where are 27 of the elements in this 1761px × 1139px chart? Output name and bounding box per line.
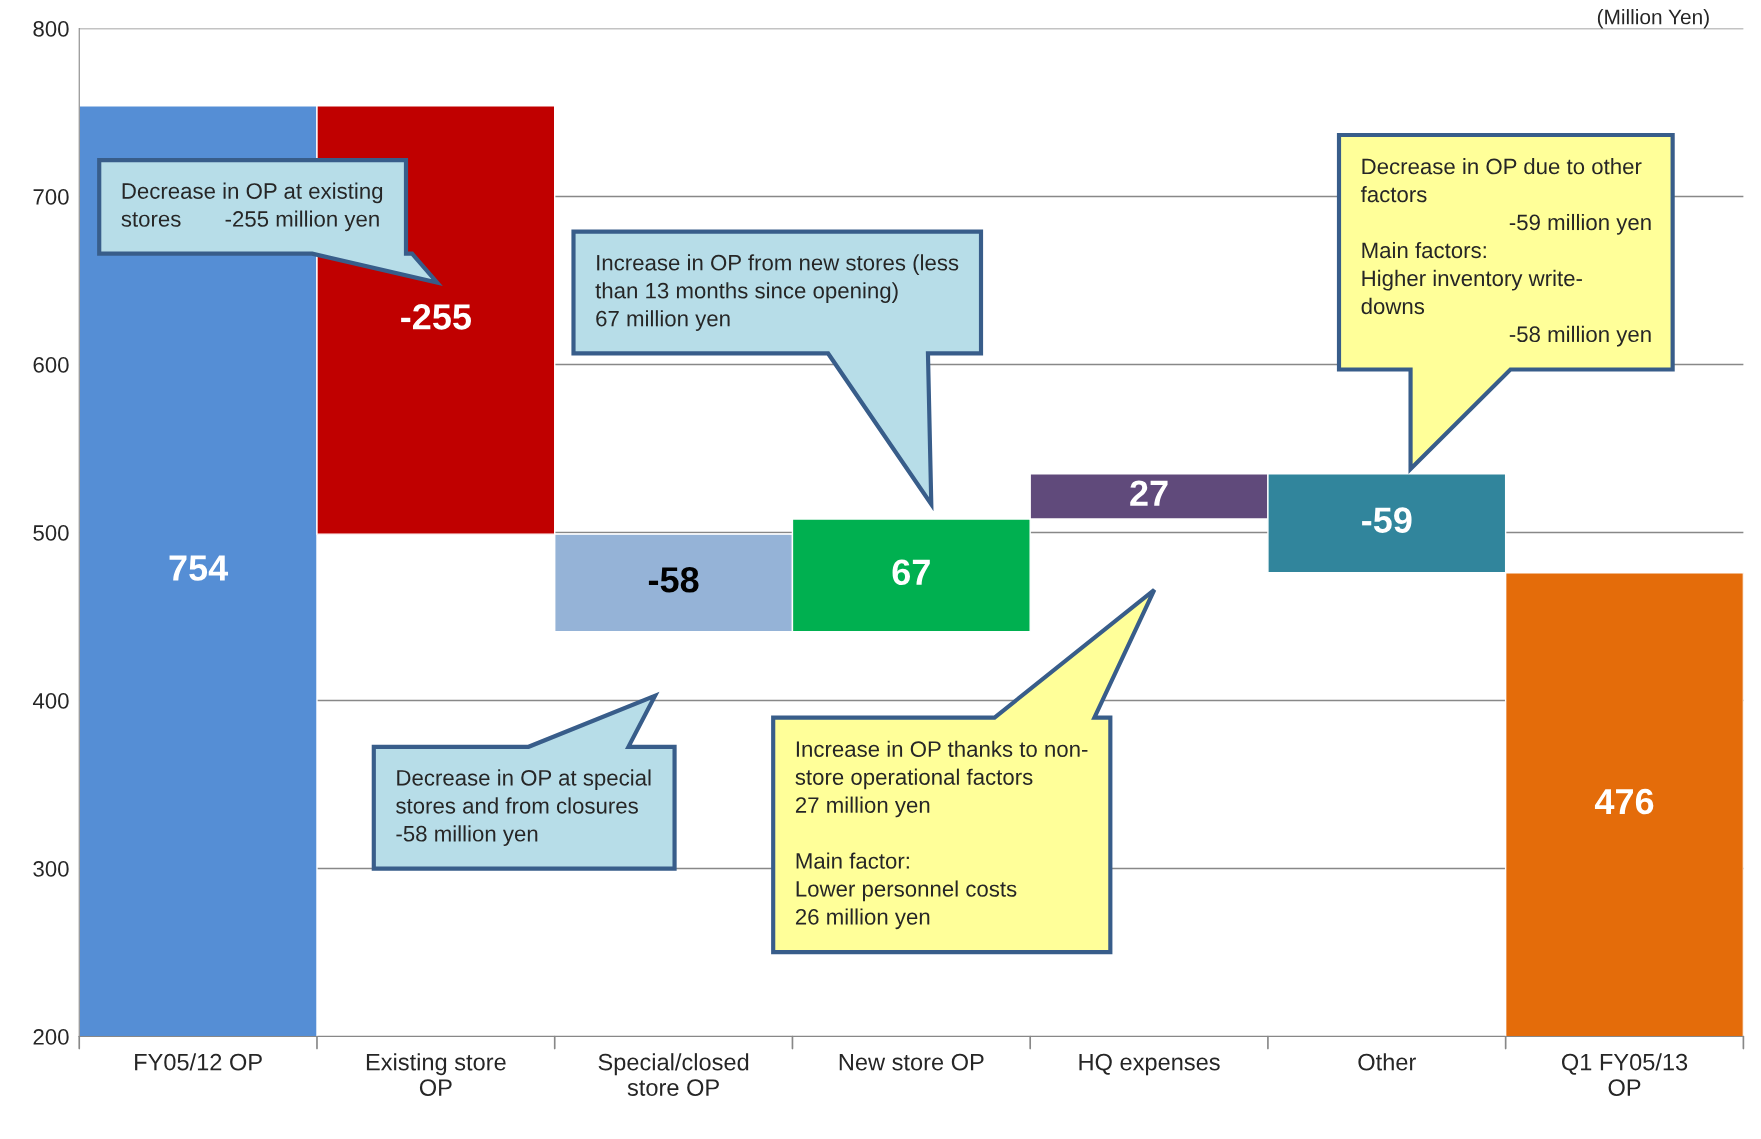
y-tick-label: 300 xyxy=(33,861,69,877)
data-label: 67 xyxy=(892,559,930,586)
annotation: Decrease in OP at special stores and from closures -58 million yen xyxy=(396,769,651,846)
y-tick-label: 800 xyxy=(33,21,69,37)
x-tick-label: HQ expenses xyxy=(1079,1053,1220,1076)
y-tick-label: 600 xyxy=(33,357,69,373)
x-tick-label: New store OP xyxy=(839,1053,984,1071)
data-label: -58 xyxy=(648,567,699,593)
data-label: 754 xyxy=(169,555,229,581)
x-tick-label: Q1 FY05/13 OP xyxy=(1561,1053,1688,1096)
data-label: -59 xyxy=(1362,507,1412,533)
data-label: 27 xyxy=(1130,480,1168,506)
y-tick-label: 500 xyxy=(33,525,69,541)
y-tick-label: 400 xyxy=(32,693,69,709)
y-tick-label: 700 xyxy=(33,189,69,205)
annotation: Decrease in OP at existing stores -255 million yen xyxy=(121,182,383,232)
annotation: Increase in OP from new stores (less than 13 months since opening) 67 million yen xyxy=(595,254,959,331)
text: Increase in OP thanks to non- store operational factors 27 million yen Main factor: Lower personnel costs 26 million yen xyxy=(795,740,1088,930)
text: (Million Yen) xyxy=(1597,9,1709,29)
x-tick-label: Special/closed store OP xyxy=(598,1053,749,1096)
text: Decrease in OP due to other factors -59 million yen Main factors: Higher inventory write- downs -58 million yen xyxy=(1360,158,1651,347)
data-label: -255 xyxy=(401,304,471,330)
x-tick-label: Other xyxy=(1358,1053,1416,1071)
data-label: 476 xyxy=(1594,788,1654,815)
x-tick-label: FY05/12 OP xyxy=(135,1053,262,1071)
y-tick-label: 200 xyxy=(33,1029,69,1045)
x-tick-label: Existing store OP xyxy=(366,1053,506,1096)
